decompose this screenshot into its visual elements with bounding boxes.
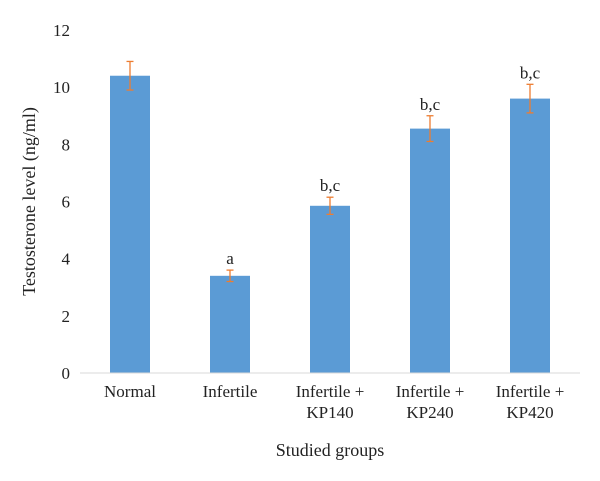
error-bar	[126, 60, 134, 91]
y-tick-label: 4	[62, 250, 71, 269]
error-bar	[426, 115, 434, 143]
bar	[210, 275, 250, 373]
significance-labels: a b,c b,c b,c	[226, 63, 540, 268]
significance-label: a	[226, 249, 234, 268]
bar	[410, 128, 450, 373]
y-tick-label: 0	[62, 364, 71, 383]
y-axis-title: Testosterone level (ng/ml)	[19, 107, 40, 296]
bar	[510, 98, 550, 373]
x-axis-title: Studied groups	[276, 440, 385, 460]
y-tick-label: 10	[53, 78, 70, 97]
significance-label: b,c	[520, 63, 541, 82]
bars	[110, 75, 550, 373]
error-bar	[326, 196, 334, 216]
y-tick-label: 2	[62, 307, 71, 326]
error-bars	[126, 60, 534, 283]
x-tick-label: Normal	[104, 382, 156, 401]
x-tick-label: Infertile + KP240	[396, 382, 465, 422]
error-bar	[226, 269, 234, 283]
x-tick-label: Infertile	[203, 382, 258, 401]
y-tick-label: 12	[53, 21, 70, 40]
significance-label: b,c	[320, 176, 341, 195]
x-axis-tick-labels: Normal Infertile Infertile + KP140 Infertile…	[104, 382, 564, 422]
bar	[110, 75, 150, 373]
x-tick-label: Infertile + KP420	[496, 382, 565, 422]
bar	[310, 205, 350, 373]
significance-label: b,c	[420, 95, 441, 114]
error-bar	[526, 83, 534, 114]
y-tick-label: 6	[62, 193, 71, 212]
y-axis-ticks: 0 2 4 6 8 10 12	[53, 21, 71, 383]
x-tick-label: Infertile + KP140	[296, 382, 365, 422]
y-tick-label: 8	[62, 135, 71, 154]
